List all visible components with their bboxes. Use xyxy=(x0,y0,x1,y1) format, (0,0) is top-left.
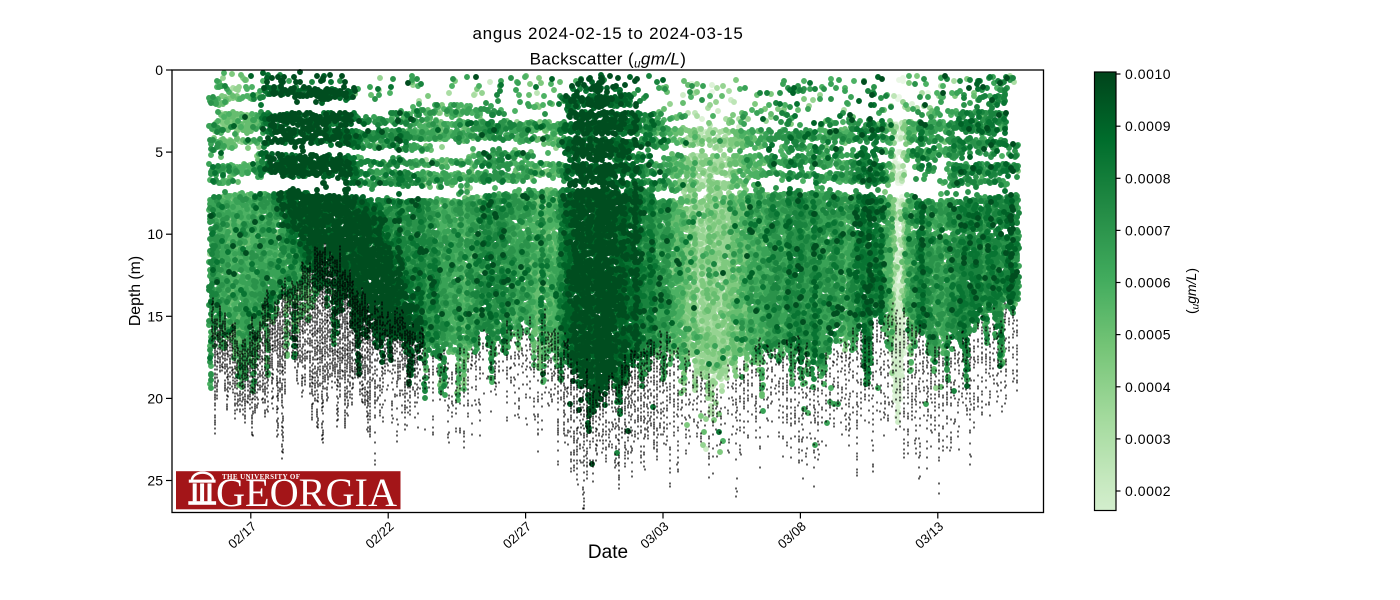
svg-text:0.0004: 0.0004 xyxy=(1125,379,1171,395)
svg-text:25: 25 xyxy=(147,473,163,489)
svg-text:0.0005: 0.0005 xyxy=(1125,327,1171,343)
svg-text:Depth (m): Depth (m) xyxy=(127,256,144,326)
svg-text:0.0006: 0.0006 xyxy=(1125,275,1171,291)
svg-text:0.0002: 0.0002 xyxy=(1125,483,1171,499)
svg-text:THE UNIVERSITY OF: THE UNIVERSITY OF xyxy=(222,473,301,481)
svg-text:0.0003: 0.0003 xyxy=(1125,431,1171,447)
svg-text:5: 5 xyxy=(155,144,163,160)
svg-text:20: 20 xyxy=(147,390,163,406)
svg-text:10: 10 xyxy=(147,226,163,242)
svg-text:Backscatter (ugm/L): Backscatter (ugm/L) xyxy=(530,50,687,71)
svg-text:GEORGIA: GEORGIA xyxy=(216,470,397,515)
svg-text:0.0010: 0.0010 xyxy=(1125,66,1171,82)
svg-text:15: 15 xyxy=(147,308,163,324)
svg-text:angus 2024-02-15 to 2024-03-15: angus 2024-02-15 to 2024-03-15 xyxy=(472,24,743,43)
svg-text:0.0007: 0.0007 xyxy=(1125,222,1171,238)
svg-text:0: 0 xyxy=(155,62,163,78)
svg-text:Date: Date xyxy=(588,542,628,563)
svg-text:0.0008: 0.0008 xyxy=(1125,170,1171,186)
svg-text:0.0009: 0.0009 xyxy=(1125,118,1171,134)
svg-text:(ugm/L): (ugm/L) xyxy=(1183,268,1202,314)
